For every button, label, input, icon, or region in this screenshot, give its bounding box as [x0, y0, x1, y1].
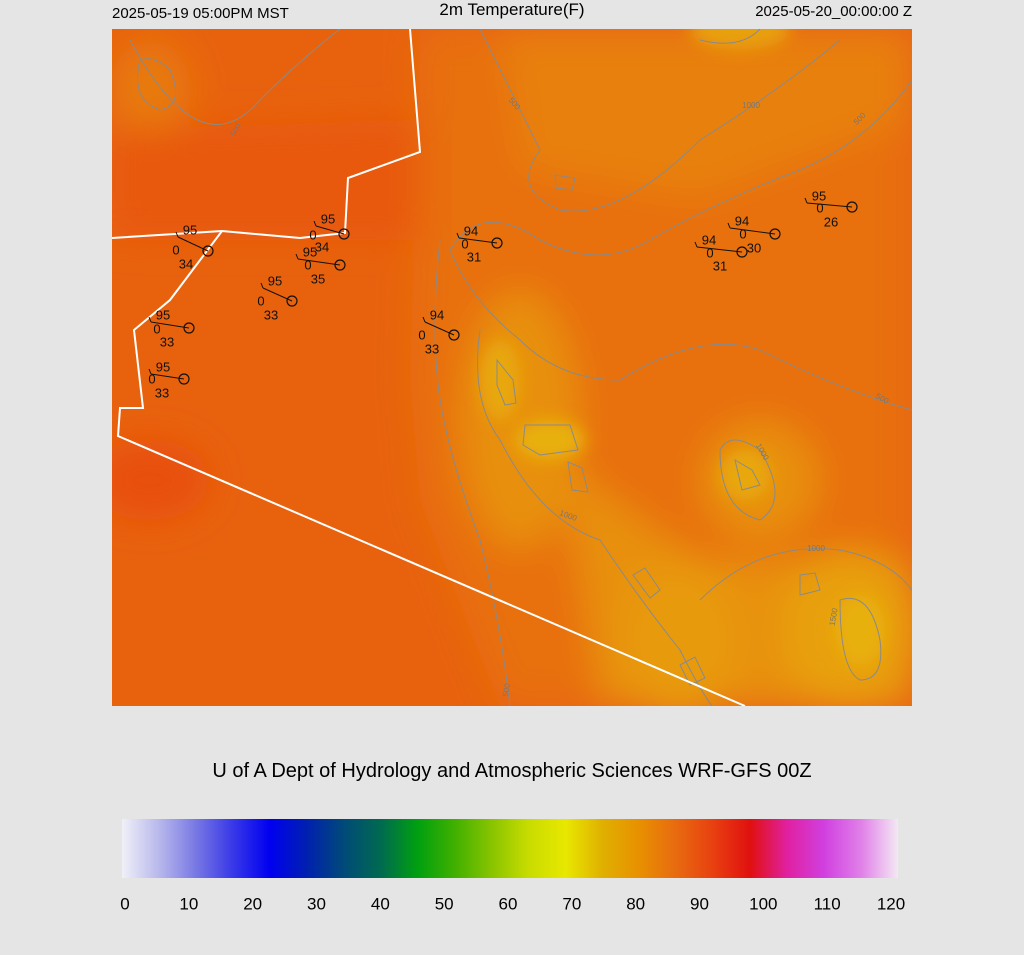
- colorbar-tick-label: 70: [562, 894, 581, 913]
- station-circle: [178, 373, 190, 385]
- wind-barb-flag: [422, 316, 426, 323]
- temperature: 95: [156, 307, 170, 322]
- wind-value: 0: [816, 200, 823, 215]
- contour-label: 1000: [807, 544, 825, 553]
- wind-value: 0: [257, 293, 264, 308]
- wind-value: 0: [309, 227, 316, 242]
- wind-barb-flag: [456, 232, 460, 239]
- colorbar: [122, 819, 898, 878]
- dewpoint: 33: [160, 334, 174, 349]
- wind-barb: [806, 202, 853, 208]
- station-circle: [286, 295, 298, 307]
- contour-label: 500: [501, 682, 512, 697]
- wind-value: 0: [148, 371, 155, 386]
- temperature: 95: [321, 211, 335, 226]
- station-circle: [202, 245, 214, 257]
- wind-barb: [297, 258, 341, 266]
- station-circle: [338, 228, 350, 240]
- init-time: 2025-05-20_00:00:00 Z: [755, 3, 912, 20]
- colorbar-tick-label: 100: [749, 894, 777, 913]
- wind-barb-flag: [313, 220, 317, 227]
- dewpoint: 33: [264, 307, 278, 322]
- colorbar-tick-label: 0: [120, 894, 129, 913]
- colorbar-tick-label: 30: [307, 894, 326, 913]
- station-circle: [448, 329, 460, 341]
- wind-barb-flag: [804, 197, 808, 204]
- dewpoint: 35: [311, 271, 325, 286]
- colorbar-tick-label: 80: [626, 894, 645, 913]
- temperature: 95: [303, 244, 317, 259]
- temperature: 94: [702, 232, 716, 247]
- dewpoint: 34: [315, 239, 329, 254]
- dewpoint: 33: [155, 385, 169, 400]
- dewpoint: 33: [425, 341, 439, 356]
- temperature: 95: [156, 359, 170, 374]
- colorbar-tick-label: 10: [179, 894, 198, 913]
- colorbar-tick-label: 60: [499, 894, 518, 913]
- dewpoint: 34: [179, 256, 193, 271]
- colorbar-tick-label: 40: [371, 894, 390, 913]
- colorbar-tick-label: 110: [814, 894, 841, 913]
- wind-barb: [729, 227, 776, 235]
- wind-barb-flag: [260, 282, 264, 289]
- station-circle: [769, 228, 781, 240]
- wind-barb-flag: [694, 241, 698, 248]
- station-circle: [491, 237, 503, 249]
- temperature: 94: [464, 223, 478, 238]
- wind-barb-flag: [175, 231, 179, 238]
- temperature: 94: [735, 213, 749, 228]
- wind-barb-flag: [148, 368, 152, 375]
- map-title: 2m Temperature(F): [439, 0, 584, 19]
- wind-barb-flag: [727, 222, 731, 229]
- wind-barb: [696, 246, 743, 253]
- wind-barb: [150, 321, 190, 329]
- wind-value: 0: [461, 236, 468, 251]
- dewpoint: 30: [747, 240, 761, 255]
- colorbar-tick-label: 120: [877, 894, 905, 913]
- wind-value: 0: [418, 327, 425, 342]
- station-circle: [846, 201, 858, 213]
- dewpoint: 31: [467, 249, 481, 264]
- dewpoint: 31: [713, 258, 727, 273]
- temperature: 95: [183, 222, 197, 237]
- wind-barb-flag: [148, 316, 152, 323]
- wind-value: 0: [706, 245, 713, 260]
- station-circle: [334, 259, 346, 271]
- wind-barb-flag: [295, 253, 299, 260]
- credit: U of A Dept of Hydrology and Atmospheric…: [212, 760, 811, 782]
- temperature: 94: [430, 307, 444, 322]
- colorbar-tick-label: 90: [690, 894, 709, 913]
- map: [112, 29, 912, 706]
- dewpoint: 26: [824, 214, 838, 229]
- colorbar-tick-label: 50: [435, 894, 454, 913]
- station-circle: [736, 246, 748, 258]
- temperature: 95: [268, 273, 282, 288]
- contour-label: 1000: [742, 101, 760, 110]
- contour-label: 1500: [828, 607, 840, 627]
- wind-value: 0: [304, 257, 311, 272]
- station-circle: [183, 322, 195, 334]
- valid-time: 2025-05-19 05:00PM MST: [112, 5, 289, 22]
- temperature: 95: [812, 188, 826, 203]
- station-plots: 9503495034950359503395033950339403194033…: [148, 188, 858, 400]
- wind-value: 0: [739, 226, 746, 241]
- wind-value: 0: [172, 242, 179, 257]
- colorbar-tick-label: 20: [243, 894, 262, 913]
- wind-value: 0: [153, 321, 160, 336]
- wind-barb: [458, 237, 498, 244]
